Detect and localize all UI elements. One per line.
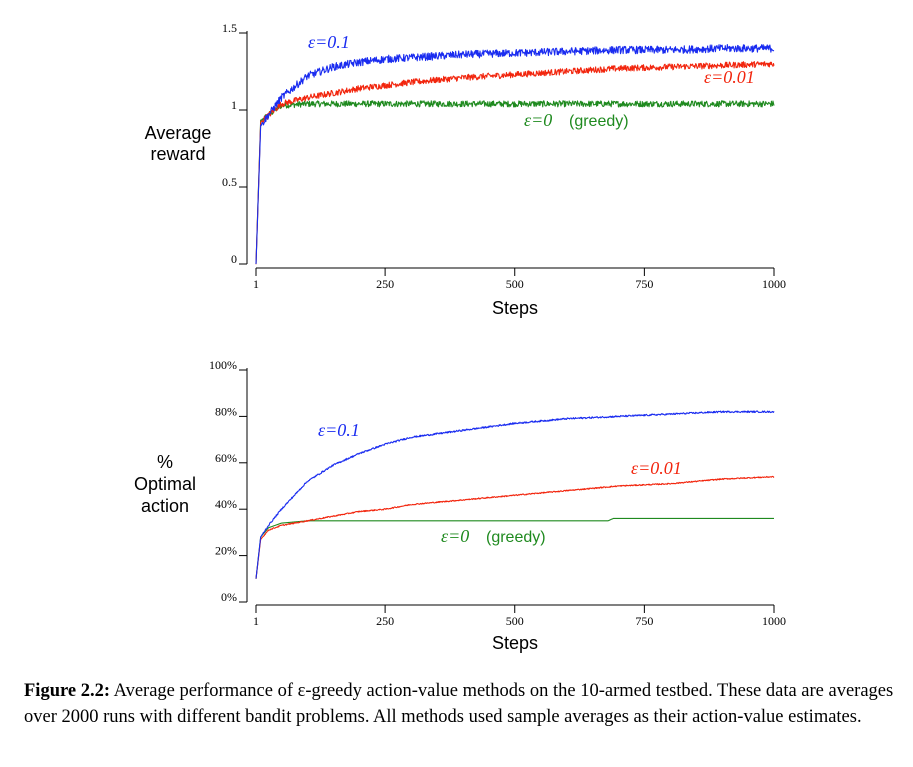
top-x-tick-label: 1 bbox=[253, 277, 259, 291]
top-y-tick-label: 1 bbox=[231, 98, 237, 112]
bot-x-tick-label: 500 bbox=[506, 614, 524, 628]
top-series bbox=[255, 44, 775, 265]
bottom-xlabel: Steps bbox=[492, 633, 538, 653]
bot-x-tick-label: 250 bbox=[376, 614, 394, 628]
bottom-ylabel-line3: action bbox=[141, 496, 189, 516]
top-y-tick-label: 0.5 bbox=[222, 175, 237, 189]
top-ylabel-line1: Average bbox=[145, 123, 212, 143]
bottom-axes: 0% 20% 40% 60% 80% 100% 1 250 500 750 1000 bbox=[209, 358, 786, 628]
caption-text: Average performance of ε-greedy action-v… bbox=[24, 681, 894, 727]
top-x-tick-label: 750 bbox=[635, 277, 653, 291]
bottom-ylabel-line2: Optimal bbox=[134, 474, 196, 494]
top-axes: 0 0.5 1 1.5 1 250 500 750 1000 bbox=[222, 21, 786, 291]
top-ylabel-line2: reward bbox=[150, 144, 205, 164]
bot-x-tick-label: 750 bbox=[635, 614, 653, 628]
figure-caption: Figure 2.2: Average performance of ε-gre… bbox=[24, 678, 894, 730]
caption-label: Figure 2.2: bbox=[24, 681, 110, 701]
top-series-eps-0-01 bbox=[255, 61, 775, 265]
bot-series-eps-0-greedy bbox=[255, 517, 775, 579]
bot-y-tick-label: 40% bbox=[215, 497, 237, 511]
top-annotation-eps-0: ε=0 bbox=[524, 110, 552, 130]
average-reward-chart: 0 0.5 1 1.5 1 250 500 750 1000 Average reward St… bbox=[145, 21, 786, 318]
bot-x-tick-label: 1000 bbox=[762, 614, 786, 628]
optimal-action-chart: 0% 20% 40% 60% 80% 100% 1 250 500 750 1000 % Optim… bbox=[134, 358, 786, 653]
bottom-series bbox=[255, 410, 775, 579]
bot-y-tick-label: 0% bbox=[221, 590, 237, 604]
top-series-eps-0-1 bbox=[255, 44, 775, 264]
top-y-tick-label: 0 bbox=[231, 252, 237, 266]
bottom-annotation-eps-0-1: ε=0.1 bbox=[318, 420, 360, 440]
bot-x-tick-label: 1 bbox=[253, 614, 259, 628]
top-y-tick-label: 1.5 bbox=[222, 21, 237, 35]
bot-y-tick-label: 20% bbox=[215, 544, 237, 558]
bot-y-tick-label: 80% bbox=[215, 404, 237, 418]
top-x-tick-label: 500 bbox=[506, 277, 524, 291]
bot-series-eps-0-01 bbox=[255, 475, 775, 579]
top-series-eps-0-greedy bbox=[255, 100, 775, 264]
bottom-annotation-greedy: (greedy) bbox=[486, 529, 546, 546]
top-x-tick-label: 250 bbox=[376, 277, 394, 291]
top-x-tick-label: 1000 bbox=[762, 277, 786, 291]
top-annotation-greedy: (greedy) bbox=[569, 113, 629, 130]
figure-charts: 0 0.5 1 1.5 1 250 500 750 1000 Average reward St… bbox=[134, 21, 786, 653]
top-annotation-eps-0-1: ε=0.1 bbox=[308, 32, 350, 52]
bottom-annotation-eps-0-01: ε=0.01 bbox=[631, 458, 682, 478]
bottom-ylabel-line1: % bbox=[157, 452, 173, 472]
top-annotation-eps-0-01: ε=0.01 bbox=[704, 67, 755, 87]
top-xlabel: Steps bbox=[492, 298, 538, 318]
bottom-annotation-eps-0: ε=0 bbox=[441, 526, 469, 546]
bot-series-eps-0-1 bbox=[255, 410, 775, 579]
bot-y-tick-label: 100% bbox=[209, 358, 237, 372]
bot-y-tick-label: 60% bbox=[215, 451, 237, 465]
